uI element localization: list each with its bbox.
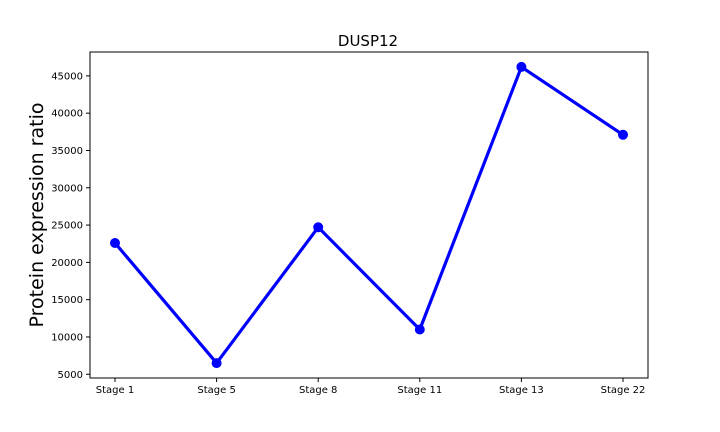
- data-point: [110, 237, 120, 248]
- y-axis-label: Protein expression ratio: [26, 103, 48, 328]
- y-tick-label: 30000: [51, 183, 83, 194]
- x-tick-label: Stage 1: [96, 385, 134, 396]
- x-tick-label: Stage 13: [499, 385, 544, 396]
- series-line: [113, 65, 625, 365]
- x-tick-label: Stage 11: [397, 385, 442, 396]
- chart-title: DUSP12: [338, 32, 398, 50]
- y-tick-label: 5000: [58, 370, 83, 381]
- y-tick-label: 40000: [51, 109, 83, 120]
- x-tick-label: Stage 8: [299, 385, 337, 396]
- y-tick-label: 45000: [51, 71, 83, 82]
- plot-area-frame: [89, 51, 649, 379]
- data-point: [618, 129, 628, 140]
- y-tick-label: 10000: [51, 332, 83, 343]
- x-tick-label: Stage 22: [601, 385, 646, 396]
- series-layer: [110, 61, 628, 369]
- y-axis-ticks: 5000 10000 15000 20000 25000 30000 35000 40000 4…: [51, 71, 90, 381]
- y-tick-label: 15000: [51, 295, 83, 306]
- data-point: [414, 324, 425, 335]
- data-point: [313, 222, 324, 233]
- y-tick-label: 25000: [51, 221, 83, 232]
- y-tick-label: 35000: [51, 146, 83, 157]
- y-tick-label: 20000: [51, 258, 83, 269]
- x-tick-label: Stage 5: [197, 385, 235, 396]
- data-point: [516, 61, 527, 72]
- data-point: [211, 358, 222, 369]
- x-axis-ticks: Stage 1 Stage 5 Stage 8 Stage 11 Stage 13 Sta…: [96, 378, 646, 396]
